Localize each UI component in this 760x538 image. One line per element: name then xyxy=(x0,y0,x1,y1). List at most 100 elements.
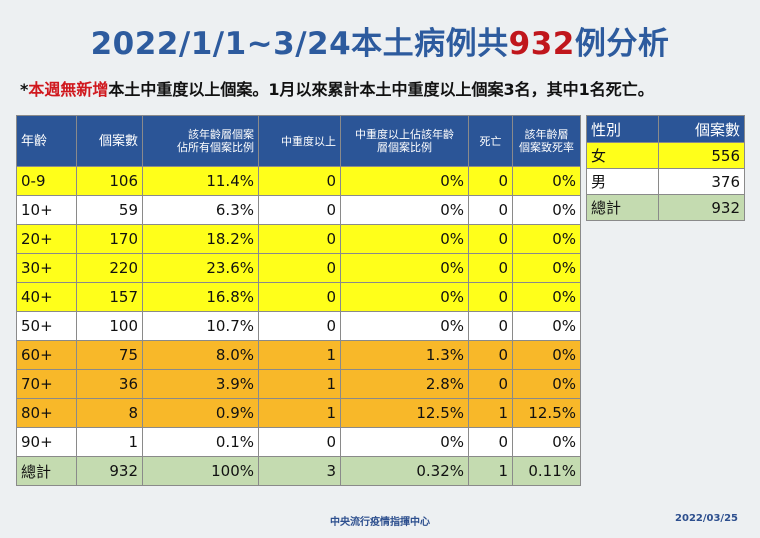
header-fatality: 該年齡層 個案致死率 xyxy=(512,115,581,167)
cell-deaths: 0 xyxy=(468,253,513,283)
cell-deaths: 0 xyxy=(468,340,513,370)
cell-severe-share: 0.32% xyxy=(340,456,469,486)
cell-case-share: 11.4% xyxy=(142,166,259,196)
cell-age: 20+ xyxy=(16,224,77,254)
cell-severe-share: 0% xyxy=(340,311,469,341)
cell-deaths: 0 xyxy=(468,427,513,457)
header-age: 年齡 xyxy=(16,115,77,167)
cell-fatality: 0% xyxy=(512,282,581,312)
cell-age: 10+ xyxy=(16,195,77,225)
cell-severe-share: 0% xyxy=(340,224,469,254)
sex-table: 性別 個案數 女 556 男 376 總計 932 xyxy=(586,115,745,221)
cell-severe: 0 xyxy=(258,224,341,254)
cell-severe: 0 xyxy=(258,166,341,196)
cell-fatality: 12.5% xyxy=(512,398,581,428)
cell-sex: 女 xyxy=(586,142,659,169)
cell-case-share: 100% xyxy=(142,456,259,486)
cell-case-share: 6.3% xyxy=(142,195,259,225)
cell-age: 30+ xyxy=(16,253,77,283)
cell-sex: 總計 xyxy=(586,194,659,221)
cell-case-share: 0.1% xyxy=(142,427,259,457)
cell-cases: 8 xyxy=(76,398,143,428)
table-row: 50+ 100 10.7% 0 0% 0 0% xyxy=(16,311,581,341)
cell-deaths: 1 xyxy=(468,456,513,486)
header-sex-cases: 個案數 xyxy=(658,115,745,143)
cell-age: 0-9 xyxy=(16,166,77,196)
header-severe: 中重度以上 xyxy=(258,115,341,167)
cell-severe-share: 0% xyxy=(340,195,469,225)
table-row: 女 556 xyxy=(586,142,745,169)
cell-deaths: 0 xyxy=(468,311,513,341)
cell-sex: 男 xyxy=(586,168,659,195)
cell-severe: 1 xyxy=(258,398,341,428)
table-row: 30+ 220 23.6% 0 0% 0 0% xyxy=(16,253,581,283)
cell-fatality: 0% xyxy=(512,340,581,370)
cell-severe: 0 xyxy=(258,282,341,312)
cell-age: 70+ xyxy=(16,369,77,399)
cell-severe-share: 0% xyxy=(340,253,469,283)
cell-case-share: 18.2% xyxy=(142,224,259,254)
cell-sex-cases: 376 xyxy=(658,168,745,195)
cell-fatality: 0.11% xyxy=(512,456,581,486)
cell-severe-share: 1.3% xyxy=(340,340,469,370)
cell-severe: 1 xyxy=(258,340,341,370)
cell-age: 總計 xyxy=(16,456,77,486)
cell-severe-share: 0% xyxy=(340,427,469,457)
cell-cases: 220 xyxy=(76,253,143,283)
cell-severe-share: 0% xyxy=(340,166,469,196)
table-row: 90+ 1 0.1% 0 0% 0 0% xyxy=(16,427,581,457)
table-row: 40+ 157 16.8% 0 0% 0 0% xyxy=(16,282,581,312)
table-row: 20+ 170 18.2% 0 0% 0 0% xyxy=(16,224,581,254)
header-cases: 個案數 xyxy=(76,115,143,167)
cell-cases: 170 xyxy=(76,224,143,254)
cell-cases: 59 xyxy=(76,195,143,225)
cell-cases: 157 xyxy=(76,282,143,312)
cell-severe: 0 xyxy=(258,311,341,341)
table-row: 80+ 8 0.9% 1 12.5% 1 12.5% xyxy=(16,398,581,428)
cell-fatality: 0% xyxy=(512,166,581,196)
cell-case-share: 23.6% xyxy=(142,253,259,283)
age-table: 年齡 個案數 該年齡層個案 佔所有個案比例 中重度以上 中重度以上佔該年齡 層個… xyxy=(16,115,581,486)
cell-cases: 75 xyxy=(76,340,143,370)
table-row: 70+ 36 3.9% 1 2.8% 0 0% xyxy=(16,369,581,399)
cell-sex-cases: 556 xyxy=(658,142,745,169)
cell-severe: 1 xyxy=(258,369,341,399)
table-row: 總計 932 xyxy=(586,194,745,221)
title-suffix: 例分析 xyxy=(574,26,670,62)
cell-severe-share: 0% xyxy=(340,282,469,312)
cell-age: 80+ xyxy=(16,398,77,428)
cell-age: 40+ xyxy=(16,282,77,312)
cell-severe: 3 xyxy=(258,456,341,486)
sex-table-header: 性別 個案數 xyxy=(586,115,745,143)
table-row: 總計 932 100% 3 0.32% 1 0.11% xyxy=(16,456,581,486)
cell-severe: 0 xyxy=(258,195,341,225)
header-deaths: 死亡 xyxy=(468,115,513,167)
table-row: 男 376 xyxy=(586,168,745,195)
subtitle: *本週無新增本土中重度以上個案。1月以來累計本土中重度以上個案3名，其中1名死亡… xyxy=(20,79,760,101)
cell-age: 60+ xyxy=(16,340,77,370)
cell-age: 50+ xyxy=(16,311,77,341)
cell-fatality: 0% xyxy=(512,224,581,254)
cell-deaths: 0 xyxy=(468,195,513,225)
cell-cases: 1 xyxy=(76,427,143,457)
header-sex: 性別 xyxy=(586,115,659,143)
cell-sex-cases: 932 xyxy=(658,194,745,221)
cell-severe-share: 2.8% xyxy=(340,369,469,399)
cell-severe: 0 xyxy=(258,427,341,457)
cell-cases: 100 xyxy=(76,311,143,341)
footer-date: 2022/03/25 xyxy=(675,513,738,524)
title-prefix: 2022/1/1~3/24本土病例共 xyxy=(90,26,509,62)
cell-case-share: 0.9% xyxy=(142,398,259,428)
cell-fatality: 0% xyxy=(512,195,581,225)
table-row: 0-9 106 11.4% 0 0% 0 0% xyxy=(16,166,581,196)
cell-case-share: 3.9% xyxy=(142,369,259,399)
cell-severe-share: 12.5% xyxy=(340,398,469,428)
cell-severe: 0 xyxy=(258,253,341,283)
table-row: 60+ 75 8.0% 1 1.3% 0 0% xyxy=(16,340,581,370)
cell-deaths: 0 xyxy=(468,224,513,254)
cell-fatality: 0% xyxy=(512,311,581,341)
header-case-share: 該年齡層個案 佔所有個案比例 xyxy=(142,115,259,167)
subtitle-star: * xyxy=(20,80,29,99)
footer-source: 中央流行疫情指揮中心 xyxy=(330,517,430,528)
